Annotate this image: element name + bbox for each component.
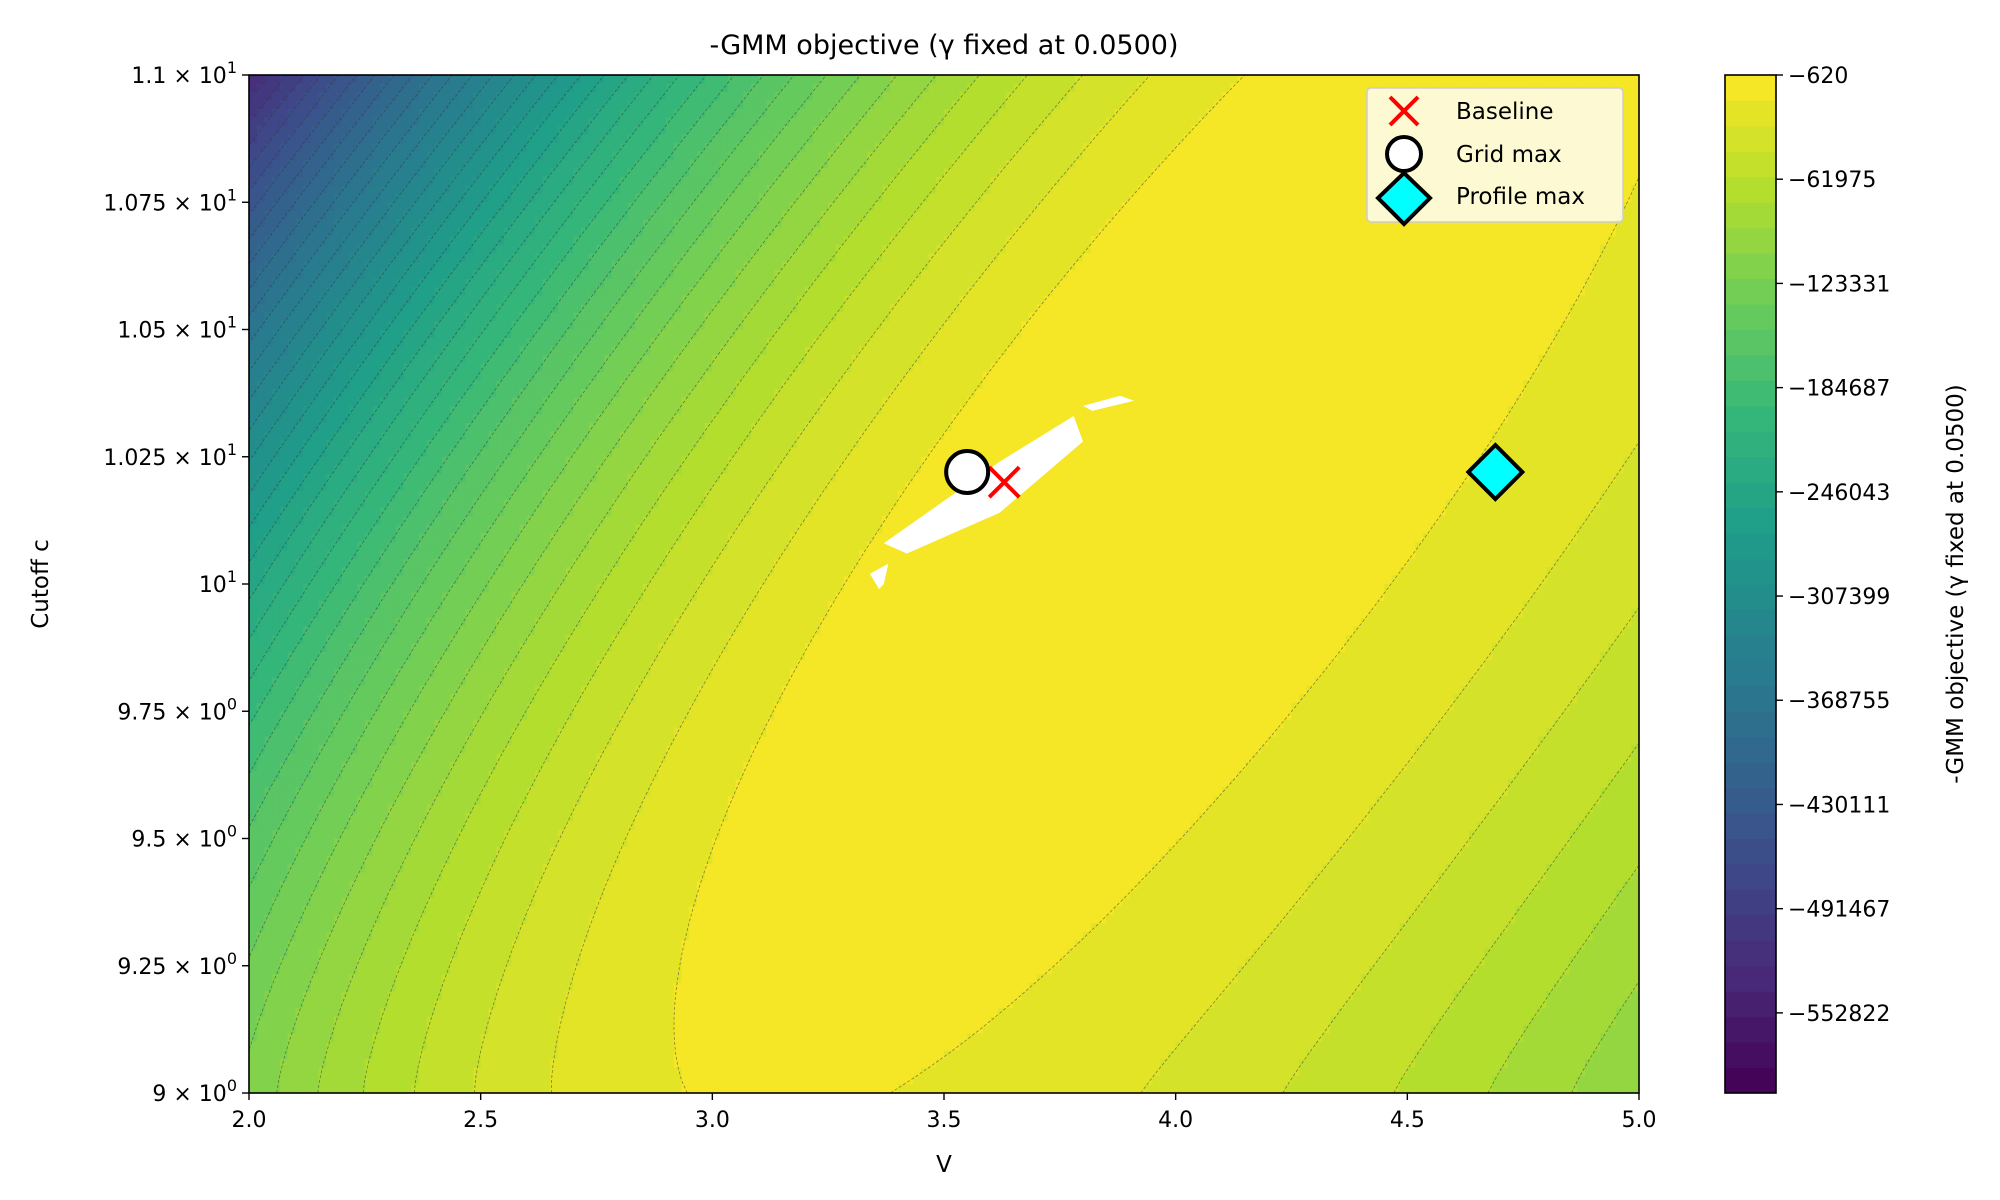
- x-tick-label: 2.0: [232, 1108, 267, 1133]
- colorbar-tick-label: −552822: [1788, 1002, 1890, 1027]
- colorbar-tick-label: −430111: [1788, 793, 1890, 818]
- colorbar-level: [1725, 354, 1776, 381]
- colorbar-level: [1725, 940, 1776, 967]
- colorbar-tick-label: −368755: [1788, 689, 1890, 714]
- chart-title: -GMM objective (γ fixed at 0.0500): [709, 30, 1178, 61]
- legend-marker-baseline: [1388, 95, 1420, 127]
- colorbar-level: [1725, 405, 1776, 432]
- legend-marker-grid-max: [1385, 135, 1423, 173]
- colorbar-level: [1725, 125, 1776, 152]
- y-tick-label: 9.5 × 100: [131, 822, 237, 853]
- colorbar-label: -GMM objective (γ fixed at 0.0500): [1943, 384, 1969, 784]
- colorbar-level: [1725, 1042, 1776, 1069]
- colorbar-level: [1725, 838, 1776, 865]
- legend-box: [1366, 87, 1624, 223]
- colorbar-level: [1725, 736, 1776, 763]
- y-axis-ticks: 9 × 100 9.25 × 100 9.5 × 100 9.75 × 100 101 1…: [103, 58, 249, 1107]
- plot-area: [249, 75, 1639, 1093]
- colorbar-level: [1725, 507, 1776, 534]
- colorbar-level: [1725, 1016, 1776, 1043]
- colorbar-level: [1725, 787, 1776, 814]
- x-tick-label: 2.5: [463, 1108, 498, 1133]
- colorbar-level: [1725, 431, 1776, 458]
- colorbar-level: [1725, 634, 1776, 661]
- x-tick-label: 3.5: [927, 1108, 962, 1133]
- y-tick-label: 1.05 × 101: [117, 313, 237, 344]
- x-axis-ticks: 2.0 2.5 3.0 3.5 4.0 4.5 5.0: [232, 1093, 1657, 1133]
- x-tick-label: 5.0: [1622, 1108, 1657, 1133]
- y-tick-label: 1.075 × 101: [103, 185, 237, 216]
- colorbar-level: [1725, 965, 1776, 992]
- colorbar-level: [1725, 151, 1776, 178]
- colorbar-level: [1725, 863, 1776, 890]
- y-tick-label: 1.1 × 101: [131, 58, 237, 89]
- colorbar-level: [1725, 227, 1776, 254]
- legend-label-baseline: Baseline: [1456, 99, 1554, 125]
- x-tick-label: 4.5: [1390, 1108, 1425, 1133]
- colorbar-level: [1725, 533, 1776, 560]
- colorbar-level: [1725, 380, 1776, 407]
- y-axis-label: Cutoff c: [28, 539, 54, 629]
- colorbar-tick-label: −620: [1788, 64, 1848, 89]
- colorbar-level: [1725, 991, 1776, 1018]
- colorbar-level: [1725, 278, 1776, 305]
- colorbar-level: [1725, 584, 1776, 610]
- colorbar-level: [1725, 762, 1776, 789]
- colorbar-ticks: −620 −61975 −123331 −184687 −246043 −307399 −3…: [1776, 64, 1890, 1027]
- contour-lines: [249, 75, 1639, 1093]
- marker-profile-max: [1465, 442, 1526, 502]
- colorbar-tick-label: −61975: [1788, 168, 1876, 193]
- colorbar: [1725, 75, 1776, 1094]
- y-tick-label: 1.025 × 101: [103, 440, 237, 471]
- colorbar-level: [1725, 253, 1776, 280]
- contour-filled-levels: [249, 75, 1639, 1093]
- colorbar-level: [1725, 329, 1776, 356]
- colorbar-level: [1725, 482, 1776, 509]
- x-axis-label: V: [936, 1152, 952, 1178]
- colorbar-tick-label: −246043: [1788, 481, 1890, 506]
- y-tick-label: 9.75 × 100: [117, 694, 237, 725]
- colorbar-level: [1725, 100, 1776, 127]
- colorbar-tick-label: −307399: [1788, 585, 1890, 610]
- colorbar-level: [1725, 685, 1776, 712]
- colorbar-level: [1725, 889, 1776, 916]
- colorbar-level: [1725, 914, 1776, 941]
- colorbar-frame: [1724, 74, 1777, 1094]
- colorbar-tick-label: −123331: [1788, 272, 1890, 297]
- legend-label-profile-max: Profile max: [1456, 184, 1585, 210]
- colorbar-level: [1725, 304, 1776, 330]
- colorbar-level: [1725, 558, 1776, 585]
- x-tick-label: 3.0: [695, 1108, 730, 1133]
- colorbar-level: [1725, 1067, 1776, 1094]
- colorbar-tick-label: −184687: [1788, 377, 1890, 402]
- colorbar-level: [1725, 75, 1776, 101]
- legend-label-grid-max: Grid max: [1456, 142, 1562, 168]
- marker-grid-max: [944, 449, 991, 496]
- colorbar-level: [1725, 711, 1776, 738]
- legend-marker-profile-max: [1375, 170, 1433, 227]
- colorbar-level: [1725, 202, 1776, 229]
- y-tick-label: 101: [199, 567, 237, 598]
- legend: Baseline Grid max Profile max: [1366, 87, 1624, 227]
- marker-baseline: [987, 465, 1021, 499]
- y-tick-label: 9.25 × 100: [117, 949, 237, 980]
- colorbar-level: [1725, 176, 1776, 203]
- y-tick-label: 9 × 100: [152, 1076, 237, 1107]
- markers: [944, 442, 1526, 502]
- colorbar-level: [1725, 660, 1776, 687]
- colorbar-tick-label: −491467: [1788, 898, 1890, 923]
- colorbar-level: [1725, 609, 1776, 636]
- x-tick-label: 4.0: [1158, 1108, 1193, 1133]
- colorbar-level: [1725, 813, 1776, 839]
- colorbar-level: [1725, 456, 1776, 483]
